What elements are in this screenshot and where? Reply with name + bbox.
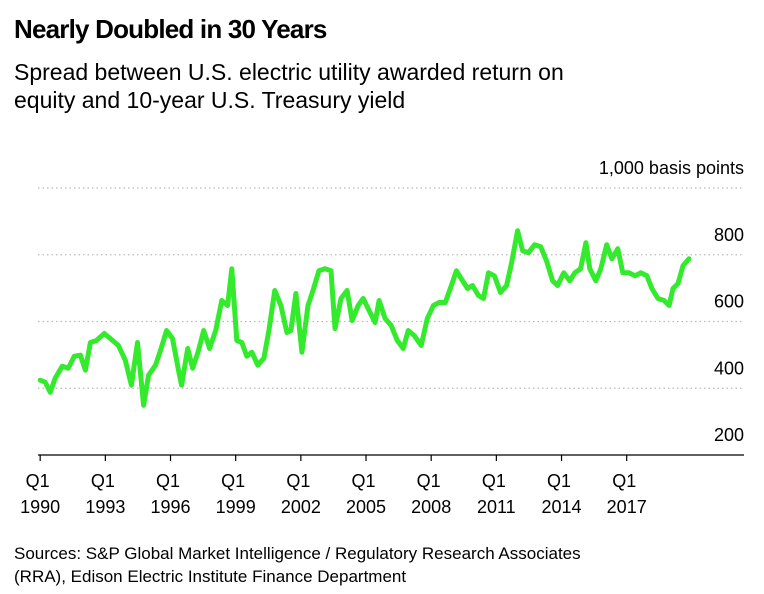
data-line <box>37 228 692 408</box>
x-tick-label: Q1 2002 <box>281 471 321 517</box>
x-tick-label: Q1 2017 <box>607 471 647 517</box>
source-note: Sources: S&P Global Market Intelligence … <box>14 544 581 563</box>
x-tick-label: Q1 1990 <box>20 471 60 517</box>
x-tick-label: Q1 2008 <box>411 471 451 517</box>
source-note: (RRA), Edison Electric Institute Finance… <box>14 567 406 586</box>
x-tick-label: Q1 2014 <box>542 471 582 517</box>
y-tick-label: 400 <box>714 358 744 378</box>
chart-title: Nearly Doubled in 30 Years <box>14 14 327 44</box>
chart-subtitle: Spread between U.S. electric utility awa… <box>14 59 564 85</box>
x-tick-label: Q1 1999 <box>216 471 256 517</box>
y-tick-label: 1,000 basis points <box>599 158 744 178</box>
y-tick-label: 800 <box>714 225 744 245</box>
x-tick-label: Q1 2011 <box>477 471 516 517</box>
x-tick-label: Q1 2005 <box>346 471 386 517</box>
y-tick-label: 600 <box>714 292 744 312</box>
x-tick-label: Q1 1996 <box>150 471 190 517</box>
x-tick-label: Q1 1993 <box>85 471 125 517</box>
chart-subtitle: equity and 10-year U.S. Treasury yield <box>14 87 405 113</box>
y-tick-label: 200 <box>714 425 744 445</box>
